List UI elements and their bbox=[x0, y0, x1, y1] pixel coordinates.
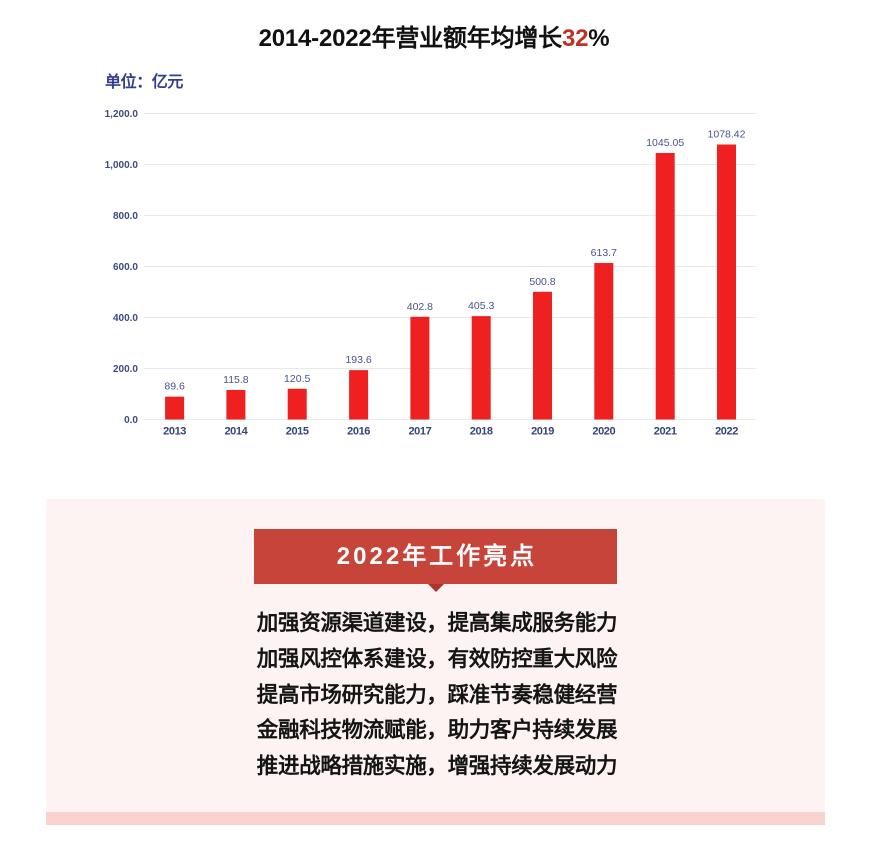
svg-text:500.8: 500.8 bbox=[529, 276, 555, 288]
svg-text:89.6: 89.6 bbox=[164, 381, 185, 393]
svg-text:2019: 2019 bbox=[531, 426, 554, 438]
svg-text:800.0: 800.0 bbox=[113, 211, 138, 222]
svg-text:1,200.0: 1,200.0 bbox=[105, 109, 139, 120]
svg-text:2013: 2013 bbox=[163, 426, 186, 438]
svg-text:115.8: 115.8 bbox=[223, 374, 249, 386]
svg-text:2015: 2015 bbox=[286, 426, 309, 438]
svg-text:600.0: 600.0 bbox=[113, 262, 138, 273]
svg-text:200.0: 200.0 bbox=[113, 364, 138, 375]
svg-text:402.8: 402.8 bbox=[407, 301, 433, 313]
svg-text:2022: 2022 bbox=[715, 426, 738, 438]
svg-text:1045.05: 1045.05 bbox=[646, 137, 684, 149]
svg-text:193.6: 193.6 bbox=[345, 354, 371, 366]
svg-text:405.3: 405.3 bbox=[468, 300, 494, 312]
svg-text:1,000.0: 1,000.0 bbox=[105, 160, 139, 171]
svg-text:2021: 2021 bbox=[654, 426, 677, 438]
svg-text:613.7: 613.7 bbox=[591, 247, 617, 259]
svg-text:2016: 2016 bbox=[347, 426, 370, 438]
svg-text:1078.42: 1078.42 bbox=[708, 129, 746, 141]
svg-text:2020: 2020 bbox=[592, 426, 615, 438]
svg-text:120.5: 120.5 bbox=[284, 373, 310, 385]
svg-text:400.0: 400.0 bbox=[113, 313, 138, 324]
svg-text:2018: 2018 bbox=[470, 426, 493, 438]
svg-text:0.0: 0.0 bbox=[124, 415, 138, 426]
svg-text:2014: 2014 bbox=[224, 426, 248, 438]
svg-text:2017: 2017 bbox=[408, 426, 431, 438]
